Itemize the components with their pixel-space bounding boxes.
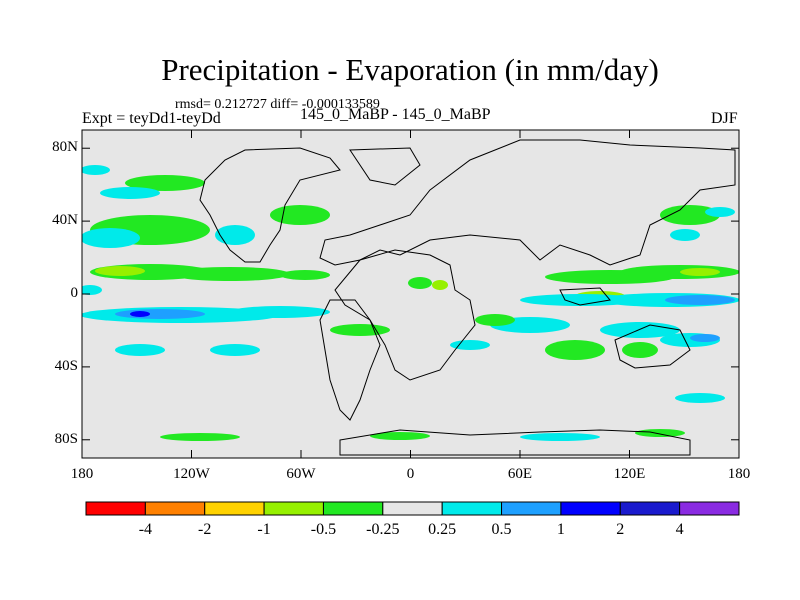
coastline (199, 147, 341, 263)
colorbar-swatch (204, 501, 265, 516)
contour-region (82, 228, 140, 248)
coastline (614, 324, 691, 369)
colorbar-label: 0.25 (428, 521, 457, 538)
contour-region (545, 340, 605, 360)
colorbar-label: 2 (616, 521, 625, 538)
contour-region (705, 207, 735, 217)
contour-region (215, 225, 255, 245)
lon-label: 0 (406, 466, 415, 482)
coastline (319, 139, 736, 266)
contour-region (210, 344, 260, 356)
contour-region (690, 334, 720, 342)
colorbar-swatch (85, 501, 146, 516)
contour-region (408, 277, 432, 289)
contour-region (82, 285, 102, 295)
contour-region (370, 432, 430, 440)
lat-label: 80S (54, 430, 78, 447)
colorbar-label: -2 (198, 521, 212, 538)
contour-region (520, 433, 600, 441)
colorbar-swatch (144, 501, 206, 516)
colorbar-swatch (679, 501, 740, 516)
contour-region (675, 393, 725, 403)
contour-region (125, 175, 205, 191)
coastline (559, 287, 611, 306)
case-names: 145_0_MaBP - 145_0_MaBP (300, 106, 491, 123)
experiment-label: Expt = teyDd1-teyDd (82, 110, 221, 127)
contour-region (330, 324, 390, 336)
lon-label: 120W (173, 466, 210, 482)
contour-region (622, 342, 658, 358)
contour-region (660, 205, 720, 225)
lat-label: 80N (52, 139, 78, 156)
contour-region (95, 266, 145, 276)
lon-label: 180 (727, 466, 751, 482)
contour-region (230, 306, 330, 318)
lon-label: 180 (70, 466, 94, 482)
colorbar (85, 501, 740, 516)
coastline (349, 147, 421, 186)
colorbar-label: -0.5 (310, 521, 337, 538)
contour-region (665, 295, 735, 305)
lon-label: 120E (613, 466, 646, 482)
map-area (81, 129, 740, 459)
lat-label: 0 (70, 285, 79, 301)
contour-region (170, 267, 290, 281)
colorbar-swatch (560, 501, 621, 516)
colorbar-swatch (263, 501, 324, 516)
lat-label: 40N (52, 212, 78, 229)
contour-region (82, 165, 110, 175)
rmsd-diff-stats: rmsd= 0.212727 diff= -0.000133589 (175, 97, 380, 112)
contour-region (270, 205, 330, 225)
contour-region (600, 322, 680, 338)
contour-region (115, 309, 205, 319)
season-label: DJF (711, 110, 738, 127)
coastline (339, 429, 691, 456)
map-title: Precipitation - Evaporation (in mm/day) (161, 52, 659, 87)
lon-label: 60E (507, 466, 533, 482)
contour-region (680, 268, 720, 276)
contour-region (100, 187, 160, 199)
colorbar-label: 4 (675, 521, 684, 538)
coastline (319, 299, 381, 421)
contour-region (450, 340, 490, 350)
colorbar-label: -4 (138, 521, 153, 538)
contour-region (475, 314, 515, 326)
lat-label: 40S (54, 357, 78, 374)
colorbar-swatch (322, 501, 384, 516)
contour-region (160, 433, 240, 441)
colorbar-label: -1 (257, 521, 271, 538)
colorbar-swatch (619, 501, 681, 516)
colorbar-label: 0.5 (491, 521, 512, 538)
coastline (334, 249, 476, 381)
contour-region (280, 270, 330, 280)
lon-label: 60W (286, 466, 316, 482)
colorbar-swatch (501, 501, 562, 516)
contour-region (130, 311, 150, 317)
contour-region (432, 280, 448, 290)
contour-region (670, 229, 700, 241)
colorbar-swatch (441, 501, 503, 516)
colorbar-label: -0.25 (366, 521, 400, 538)
colorbar-label: 1 (556, 521, 565, 538)
contour-region (115, 344, 165, 356)
colorbar-swatch (382, 501, 443, 516)
contour-region (635, 429, 685, 437)
